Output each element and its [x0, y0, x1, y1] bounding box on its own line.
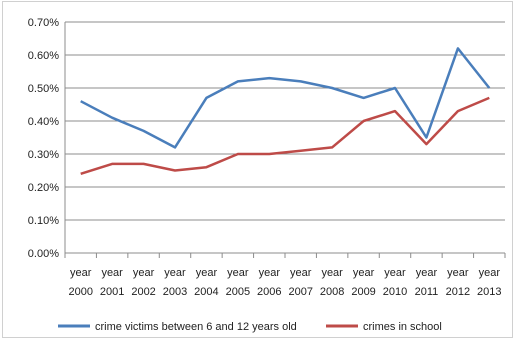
x-tick-label: year 2007: [288, 267, 312, 298]
x-tick-label-line: 2005: [226, 286, 250, 298]
x-tick-label-line: year: [259, 267, 281, 279]
x-tick-label-line: 2001: [100, 286, 124, 298]
x-tick-label-line: year: [70, 267, 92, 279]
x-tick-label-line: year: [353, 267, 375, 279]
x-tick-label-line: 2010: [383, 286, 407, 298]
x-tick-label-line: year: [133, 267, 155, 279]
x-tick-label: year 2013: [477, 267, 501, 298]
x-tick-label-line: year: [101, 267, 123, 279]
y-tick-label: 0.30%: [28, 149, 59, 161]
y-tick-label: 0.50%: [28, 83, 59, 95]
x-tick-label: year 2011: [415, 267, 439, 298]
x-tick-label-line: 2008: [320, 286, 344, 298]
y-tick-label: 0.20%: [28, 182, 59, 194]
series-group: [80, 47, 491, 175]
x-tick-label-line: 2002: [131, 286, 155, 298]
x-tick-label: year 2002: [131, 267, 155, 298]
x-tick-label-line: year: [384, 267, 406, 279]
legend-label-1: crime victims between 6 and 12 years old: [95, 321, 297, 333]
series-line-1: [80, 47, 491, 149]
x-tick-label-line: year: [447, 267, 469, 279]
x-tick-label-line: year: [479, 267, 501, 279]
x-tick-label-line: 2009: [351, 286, 375, 298]
x-tick-label-line: year: [164, 267, 186, 279]
x-tick-label: year 2003: [163, 267, 187, 298]
x-tick-label-line: 2013: [477, 286, 501, 298]
x-tick-label: year 2010: [383, 267, 407, 298]
x-tick-label-line: year: [227, 267, 249, 279]
x-tick-label-line: year: [321, 267, 343, 279]
x-tick-label-line: 2012: [446, 286, 470, 298]
chart-frame: [2, 1, 513, 338]
x-tick-label: year 2008: [320, 267, 344, 298]
legend: crime victims between 6 and 12 years old…: [58, 321, 442, 333]
y-tick-label: 0.00%: [28, 248, 59, 260]
x-tick-label: year 2005: [226, 267, 250, 298]
legend-label-2: crimes in school: [363, 321, 442, 333]
y-tick-label: 0.10%: [28, 215, 59, 227]
grid-lines: [65, 21, 505, 254]
x-tick-label-line: 2011: [415, 286, 439, 298]
x-tick-label: year 2001: [100, 267, 124, 298]
y-tick-label: 0.70%: [28, 17, 59, 29]
x-tick-label: year 2012: [446, 267, 470, 298]
y-tick-label: 0.60%: [28, 50, 59, 62]
x-tick-label-line: year: [416, 267, 438, 279]
y-tick-label: 0.40%: [28, 116, 59, 128]
x-tick-label: year 2006: [257, 267, 281, 298]
x-tick-label: year 2009: [351, 267, 375, 298]
x-tick-label-line: 2004: [194, 286, 218, 298]
x-tick-label-line: year: [196, 267, 218, 279]
x-tick-label-line: 2006: [257, 286, 281, 298]
y-axis: 0.00% 0.10% 0.20% 0.30% 0.40% 0.50% 0.60% 0.70%: [28, 17, 66, 260]
series-line-2: [80, 96, 490, 175]
x-tick-label-line: 2003: [163, 286, 187, 298]
x-tick-label-line: 2000: [68, 286, 92, 298]
x-tick-label-line: 2007: [288, 286, 312, 298]
x-axis: year 2000 year 2001 year 2002 year 2003 year 2004…: [64, 253, 506, 298]
x-tick-label: year 2004: [194, 267, 218, 298]
x-tick-label: year 2000: [68, 267, 92, 298]
x-tick-label-line: year: [290, 267, 312, 279]
